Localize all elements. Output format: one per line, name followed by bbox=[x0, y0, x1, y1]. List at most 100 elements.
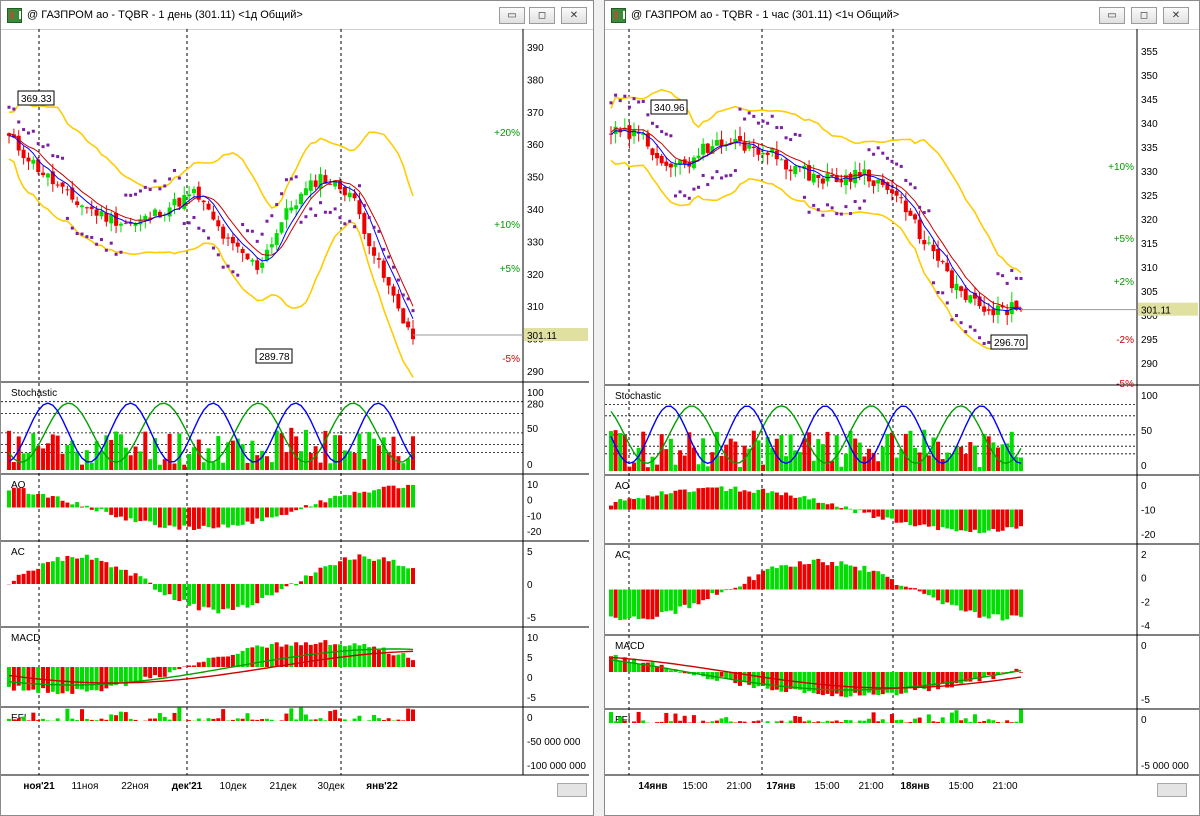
indicator-histogram-bar bbox=[885, 576, 890, 590]
indicator-histogram-bar bbox=[94, 720, 99, 721]
parabolic-sar-dot bbox=[885, 156, 889, 160]
indicator-histogram-bar bbox=[337, 496, 342, 508]
indicator-histogram-bar bbox=[45, 497, 50, 508]
indicator-histogram-bar bbox=[206, 507, 211, 528]
indicator-histogram-bar bbox=[894, 672, 899, 696]
price-axis-label: 320 bbox=[527, 270, 544, 281]
indicator-histogram-bar bbox=[968, 509, 973, 532]
maximize-button[interactable]: ◻ bbox=[529, 7, 555, 24]
indicator-histogram-bar bbox=[899, 509, 904, 523]
minimize-button[interactable]: ▭ bbox=[1099, 7, 1125, 24]
candle-body bbox=[926, 242, 931, 244]
candle-body bbox=[802, 165, 807, 170]
indicator-histogram-bar bbox=[959, 446, 964, 471]
indicator-histogram-bar bbox=[834, 720, 839, 723]
indicator-histogram-bar bbox=[36, 445, 41, 470]
candle-body bbox=[216, 220, 221, 227]
candle-body bbox=[761, 152, 766, 155]
candle-body bbox=[148, 217, 153, 219]
indicator-histogram-bar bbox=[80, 506, 85, 508]
indicator-histogram-bar bbox=[793, 450, 798, 471]
low-price-box bbox=[255, 348, 293, 364]
indicator-histogram-bar bbox=[645, 495, 650, 510]
candle-body bbox=[342, 186, 347, 196]
indicator-histogram-bar bbox=[11, 462, 16, 470]
candle-body bbox=[337, 181, 342, 190]
indicator-histogram-bar bbox=[138, 451, 143, 470]
low-price-label: 289.78 bbox=[259, 352, 290, 363]
indicator-axis-label: -5 bbox=[527, 693, 536, 704]
indicator-histogram-bar bbox=[401, 463, 406, 470]
indicator-histogram-bar bbox=[31, 494, 36, 508]
indicator-histogram-bar bbox=[386, 485, 391, 508]
scrollbar-thumb[interactable] bbox=[1157, 783, 1187, 797]
close-button[interactable]: ✕ bbox=[561, 7, 587, 24]
indicator-axis-label: 2 bbox=[1141, 550, 1147, 561]
indicator-histogram-bar bbox=[172, 584, 177, 601]
date-axis-label: 21:00 bbox=[858, 781, 883, 792]
minimize-button[interactable]: ▭ bbox=[499, 7, 525, 24]
indicator-histogram-bar bbox=[264, 647, 269, 667]
maximize-button[interactable]: ◻ bbox=[1131, 7, 1157, 24]
indicator-histogram-bar bbox=[260, 507, 265, 522]
indicator-histogram-bar bbox=[714, 431, 719, 471]
price-axis-label: 370 bbox=[527, 108, 544, 119]
date-axis-label: 22ноя bbox=[121, 781, 149, 792]
parabolic-sar-dot bbox=[357, 184, 361, 188]
candle-body bbox=[894, 190, 899, 196]
indicator-histogram-bar bbox=[848, 565, 853, 590]
candle-body bbox=[318, 174, 323, 189]
date-axis-label: 15:00 bbox=[948, 781, 973, 792]
candle-body bbox=[352, 193, 357, 199]
candle-body bbox=[871, 180, 876, 186]
indicator-histogram-bar bbox=[123, 712, 128, 721]
indicator-histogram-bar bbox=[972, 445, 977, 471]
indicator-histogram-bar bbox=[372, 646, 377, 667]
candle-body bbox=[240, 248, 245, 254]
indicator-histogram-bar bbox=[299, 507, 304, 510]
indicator-histogram-bar bbox=[788, 495, 793, 510]
indicator-histogram-bar bbox=[284, 507, 289, 515]
indicator-histogram-bar bbox=[820, 444, 825, 471]
price-axis-label: 280 bbox=[527, 399, 544, 410]
chart-area[interactable]: 355 350 345 340 335 330 325 320 315 310 305 300 295 2… bbox=[605, 29, 1199, 815]
indicator-histogram-bar bbox=[191, 507, 196, 530]
chart-area[interactable]: 390380370360350340330320310300290280301.… bbox=[1, 29, 593, 815]
indicator-histogram-bar bbox=[206, 657, 211, 667]
candle-body bbox=[99, 211, 104, 217]
indicator-histogram-bar bbox=[157, 667, 162, 678]
scrollbar-thumb[interactable] bbox=[557, 783, 587, 797]
indicator-histogram-bar bbox=[279, 646, 284, 667]
price-axis-label: 305 bbox=[1141, 287, 1158, 298]
indicator-histogram-bar bbox=[797, 561, 802, 590]
parabolic-sar-dot bbox=[90, 235, 94, 239]
indicator-histogram-bar bbox=[940, 589, 945, 605]
candle-body bbox=[977, 296, 982, 307]
indicator-histogram-bar bbox=[11, 719, 16, 721]
indicator-histogram-bar bbox=[609, 431, 613, 471]
indicator-histogram-bar bbox=[303, 429, 308, 470]
window-titlebar[interactable]: @ ГАЗПРОМ ао - TQBR - 1 день (301.11) <1… bbox=[1, 1, 593, 30]
indicator-histogram-bar bbox=[255, 455, 260, 470]
price-axis-label: 310 bbox=[527, 302, 544, 313]
indicator-histogram-bar bbox=[613, 430, 618, 471]
indicator-histogram-bar bbox=[128, 455, 133, 470]
indicator-histogram-bar bbox=[84, 554, 89, 584]
indicator-histogram-bar bbox=[333, 495, 338, 508]
close-button[interactable]: ✕ bbox=[1163, 7, 1189, 24]
indicator-histogram-bar bbox=[830, 460, 835, 471]
indicator-histogram-bar bbox=[284, 644, 289, 667]
indicator-histogram-bar bbox=[737, 721, 742, 723]
indicator-histogram-bar bbox=[50, 496, 55, 508]
parabolic-sar-dot bbox=[333, 207, 337, 211]
indicator-histogram-bar bbox=[807, 499, 812, 510]
window-titlebar[interactable]: @ ГАЗПРОМ ао - TQBR - 1 час (301.11) <1ч… bbox=[605, 1, 1199, 30]
percent-level-label: +10% bbox=[494, 220, 520, 231]
indicator-histogram-bar bbox=[41, 493, 46, 508]
candle-body bbox=[75, 201, 80, 206]
candle-body bbox=[250, 259, 255, 262]
indicator-histogram-bar bbox=[761, 464, 766, 471]
indicator-histogram-bar bbox=[627, 466, 632, 471]
indicator-histogram-bar bbox=[328, 498, 333, 508]
candle-body bbox=[221, 226, 226, 239]
